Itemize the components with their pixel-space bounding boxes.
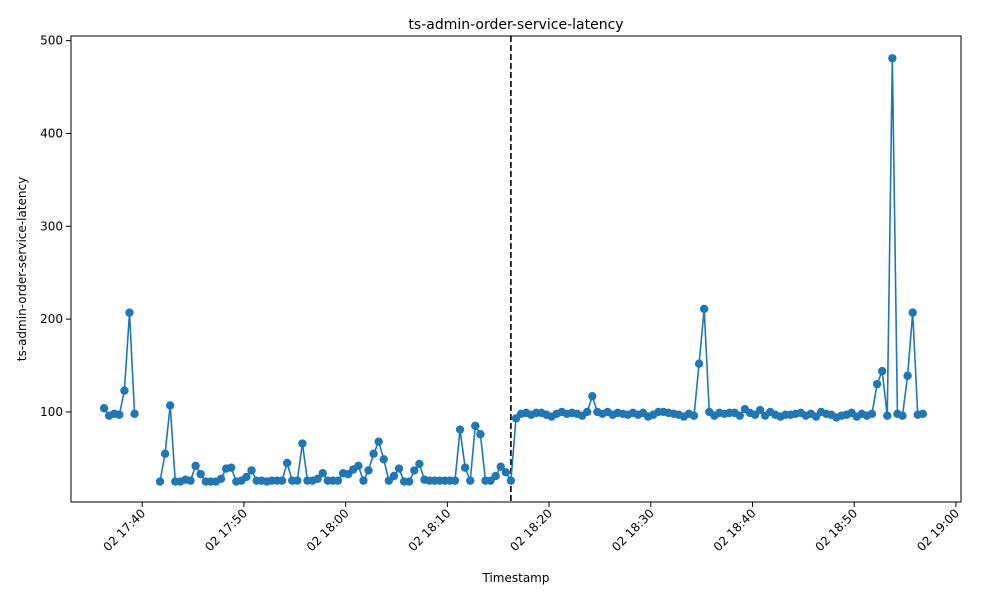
data-point	[476, 430, 485, 439]
data-point	[694, 359, 704, 368]
data-point	[410, 466, 419, 475]
plot-frame	[70, 35, 962, 503]
data-point	[318, 469, 327, 478]
data-point	[298, 439, 307, 448]
data-point	[120, 386, 129, 395]
data-point	[165, 401, 175, 410]
data-point	[918, 409, 928, 419]
data-point	[293, 476, 302, 485]
data-point	[898, 411, 907, 420]
data-point	[405, 477, 414, 486]
data-point	[888, 54, 897, 63]
data-point	[450, 476, 460, 485]
data-point	[735, 411, 744, 420]
data-point	[115, 410, 124, 419]
data-point	[466, 476, 475, 485]
data-point	[216, 474, 226, 483]
data-point	[369, 449, 378, 458]
data-point	[588, 391, 597, 401]
data-point	[282, 458, 292, 468]
data-point	[196, 469, 205, 479]
y-tick-label: 400	[40, 126, 63, 140]
data-point	[242, 472, 251, 482]
data-point	[247, 466, 256, 475]
data-point	[583, 407, 592, 417]
data-point	[277, 476, 287, 485]
y-tick-label: 200	[40, 312, 63, 326]
data-point	[877, 366, 887, 376]
data-point	[160, 449, 170, 458]
data-point	[125, 308, 134, 317]
data-point	[471, 421, 480, 431]
y-tick-label: 100	[40, 405, 63, 419]
series-layer	[99, 54, 928, 486]
data-point	[394, 464, 404, 473]
data-point	[867, 409, 877, 419]
data-point	[872, 379, 882, 389]
data-point	[374, 437, 383, 446]
data-point	[491, 471, 500, 481]
data-point	[506, 476, 516, 485]
data-point	[333, 476, 343, 485]
data-point	[460, 463, 470, 472]
data-point	[359, 476, 368, 485]
y-tick-label: 500	[40, 34, 63, 48]
x-axis-label: Timestamp	[482, 571, 550, 585]
y-axis-ticks: 100 200 300 400 500	[40, 34, 71, 419]
data-point	[99, 404, 109, 413]
data-point	[883, 411, 892, 420]
data-point	[186, 476, 195, 485]
y-axis-label: ts-admin-order-service-latency	[15, 177, 29, 361]
data-point	[755, 405, 765, 415]
data-point	[191, 461, 200, 470]
data-point	[908, 308, 917, 317]
data-point	[354, 461, 363, 470]
data-point	[501, 468, 511, 477]
chart-title: ts-admin-order-service-latency	[408, 17, 623, 33]
data-point	[455, 425, 465, 434]
data-point	[389, 471, 399, 481]
y-tick-label: 300	[40, 219, 63, 233]
data-point	[699, 304, 709, 314]
data-point	[496, 462, 505, 471]
data-point	[903, 371, 912, 380]
data-point	[415, 459, 424, 469]
data-point	[227, 463, 236, 472]
data-point	[155, 477, 165, 486]
data-point	[313, 474, 322, 483]
data-point	[689, 411, 699, 420]
data-point	[364, 466, 373, 475]
data-point	[379, 455, 388, 464]
data-point	[130, 409, 139, 419]
